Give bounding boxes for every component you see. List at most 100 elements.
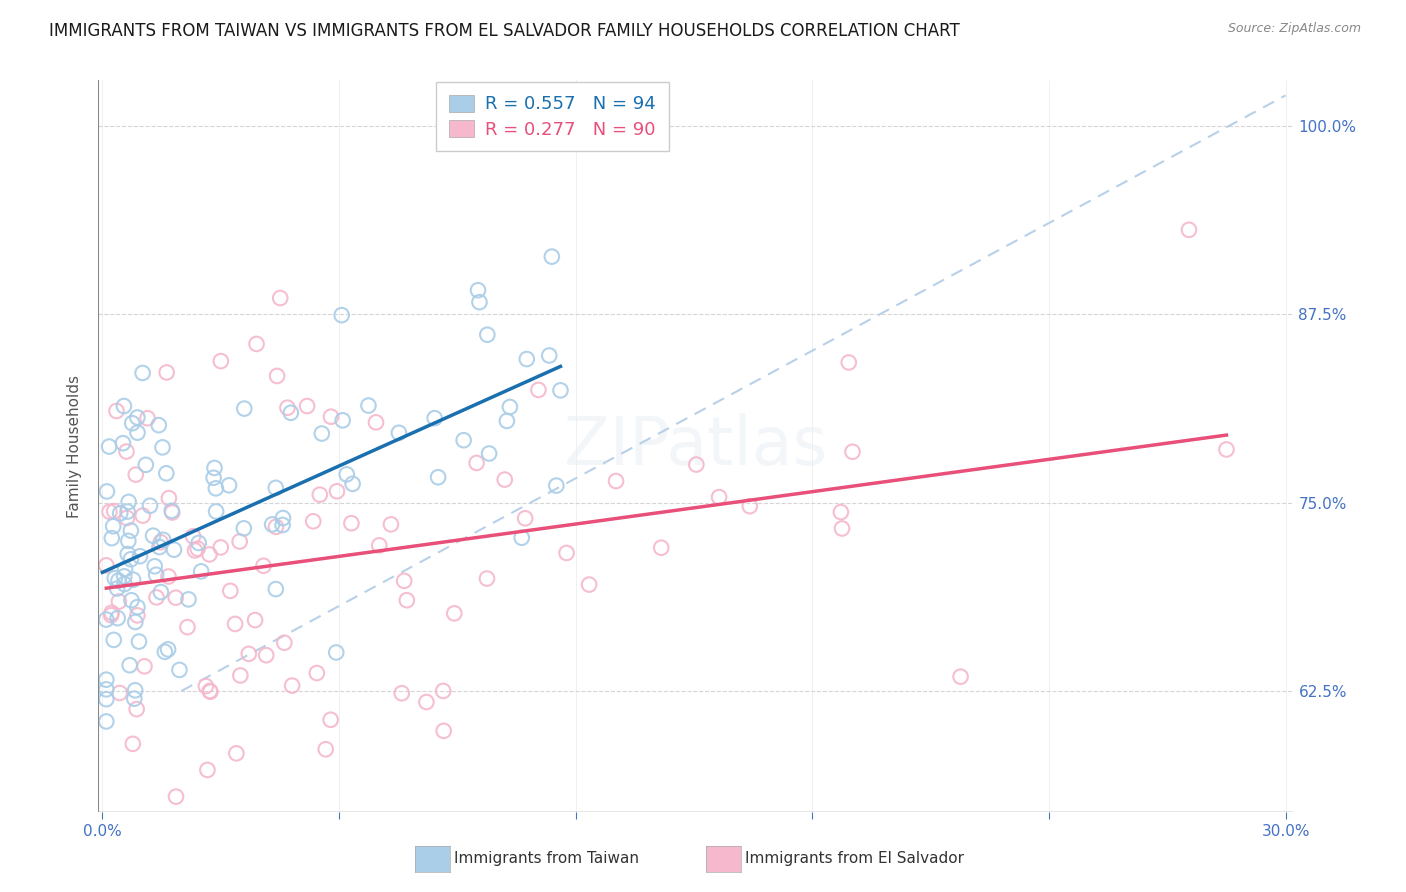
Text: IMMIGRANTS FROM TAIWAN VS IMMIGRANTS FROM EL SALVADOR FAMILY HOUSEHOLDS CORRELAT: IMMIGRANTS FROM TAIWAN VS IMMIGRANTS FRO…: [49, 22, 960, 40]
Point: [204, 461, 226, 475]
Point: [120, 552, 142, 566]
Point: [124, 615, 146, 629]
Text: Immigrants from El Salvador: Immigrants from El Salvador: [745, 852, 965, 866]
Point: [98, 505, 121, 519]
Point: [200, 685, 222, 699]
Point: [527, 383, 550, 397]
Point: [132, 508, 155, 523]
Point: [157, 491, 180, 505]
Point: [423, 411, 446, 425]
Point: [108, 594, 131, 608]
Point: [233, 401, 256, 416]
Point: [108, 686, 131, 700]
Point: [96, 682, 118, 697]
Point: [177, 592, 200, 607]
Point: [181, 529, 204, 543]
Point: [229, 668, 252, 682]
Point: [194, 679, 217, 693]
Point: [380, 517, 402, 532]
Point: [245, 337, 267, 351]
Point: [841, 444, 863, 458]
Point: [121, 737, 143, 751]
Point: [357, 399, 380, 413]
Point: [264, 481, 287, 495]
Point: [98, 440, 121, 454]
Point: [427, 470, 450, 484]
Point: [103, 632, 125, 647]
Point: [198, 548, 221, 562]
Point: [117, 533, 139, 548]
Point: [254, 648, 277, 663]
Point: [156, 366, 179, 380]
Point: [148, 540, 170, 554]
Point: [578, 577, 600, 591]
Point: [319, 409, 342, 424]
Point: [100, 606, 122, 620]
Point: [107, 611, 129, 625]
Point: [134, 659, 156, 673]
Point: [831, 521, 853, 535]
Point: [96, 484, 118, 499]
Point: [494, 473, 516, 487]
Point: [326, 484, 349, 499]
Point: [120, 524, 142, 538]
Point: [219, 583, 242, 598]
Point: [475, 572, 498, 586]
Point: [187, 541, 209, 556]
Point: [157, 642, 180, 657]
Point: [139, 499, 162, 513]
Point: [129, 549, 152, 564]
Point: [540, 250, 562, 264]
Point: [202, 471, 225, 485]
Point: [96, 558, 118, 573]
Point: [124, 683, 146, 698]
Point: [100, 608, 122, 623]
Point: [395, 593, 418, 607]
Point: [218, 478, 240, 492]
Point: [311, 426, 333, 441]
Point: [738, 499, 761, 513]
Point: [308, 488, 330, 502]
Point: [160, 504, 183, 518]
Point: [152, 533, 174, 547]
Point: [650, 541, 672, 555]
Point: [269, 291, 291, 305]
Point: [96, 692, 118, 706]
Point: [707, 490, 730, 504]
Point: [432, 684, 454, 698]
Point: [391, 686, 413, 700]
Point: [266, 368, 288, 383]
Point: [127, 608, 149, 623]
Point: [127, 425, 149, 440]
Point: [197, 763, 219, 777]
Point: [184, 543, 207, 558]
Point: [117, 505, 139, 519]
Point: [125, 467, 148, 482]
Point: [118, 658, 141, 673]
Point: [205, 481, 228, 495]
Point: [516, 352, 538, 367]
Point: [949, 670, 972, 684]
Point: [1215, 442, 1237, 457]
Point: [124, 691, 146, 706]
Point: [112, 569, 135, 583]
Point: [262, 517, 284, 532]
Point: [264, 582, 287, 596]
Point: [122, 573, 145, 587]
Point: [546, 478, 568, 492]
Point: [131, 366, 153, 380]
Point: [305, 666, 328, 681]
Point: [550, 384, 572, 398]
Point: [176, 620, 198, 634]
Point: [162, 506, 184, 520]
Point: [112, 399, 135, 413]
Point: [273, 636, 295, 650]
Point: [281, 679, 304, 693]
Point: [415, 695, 437, 709]
Point: [499, 400, 522, 414]
Point: [319, 713, 342, 727]
Point: [252, 558, 274, 573]
Point: [280, 406, 302, 420]
Point: [830, 505, 852, 519]
Point: [111, 436, 134, 450]
